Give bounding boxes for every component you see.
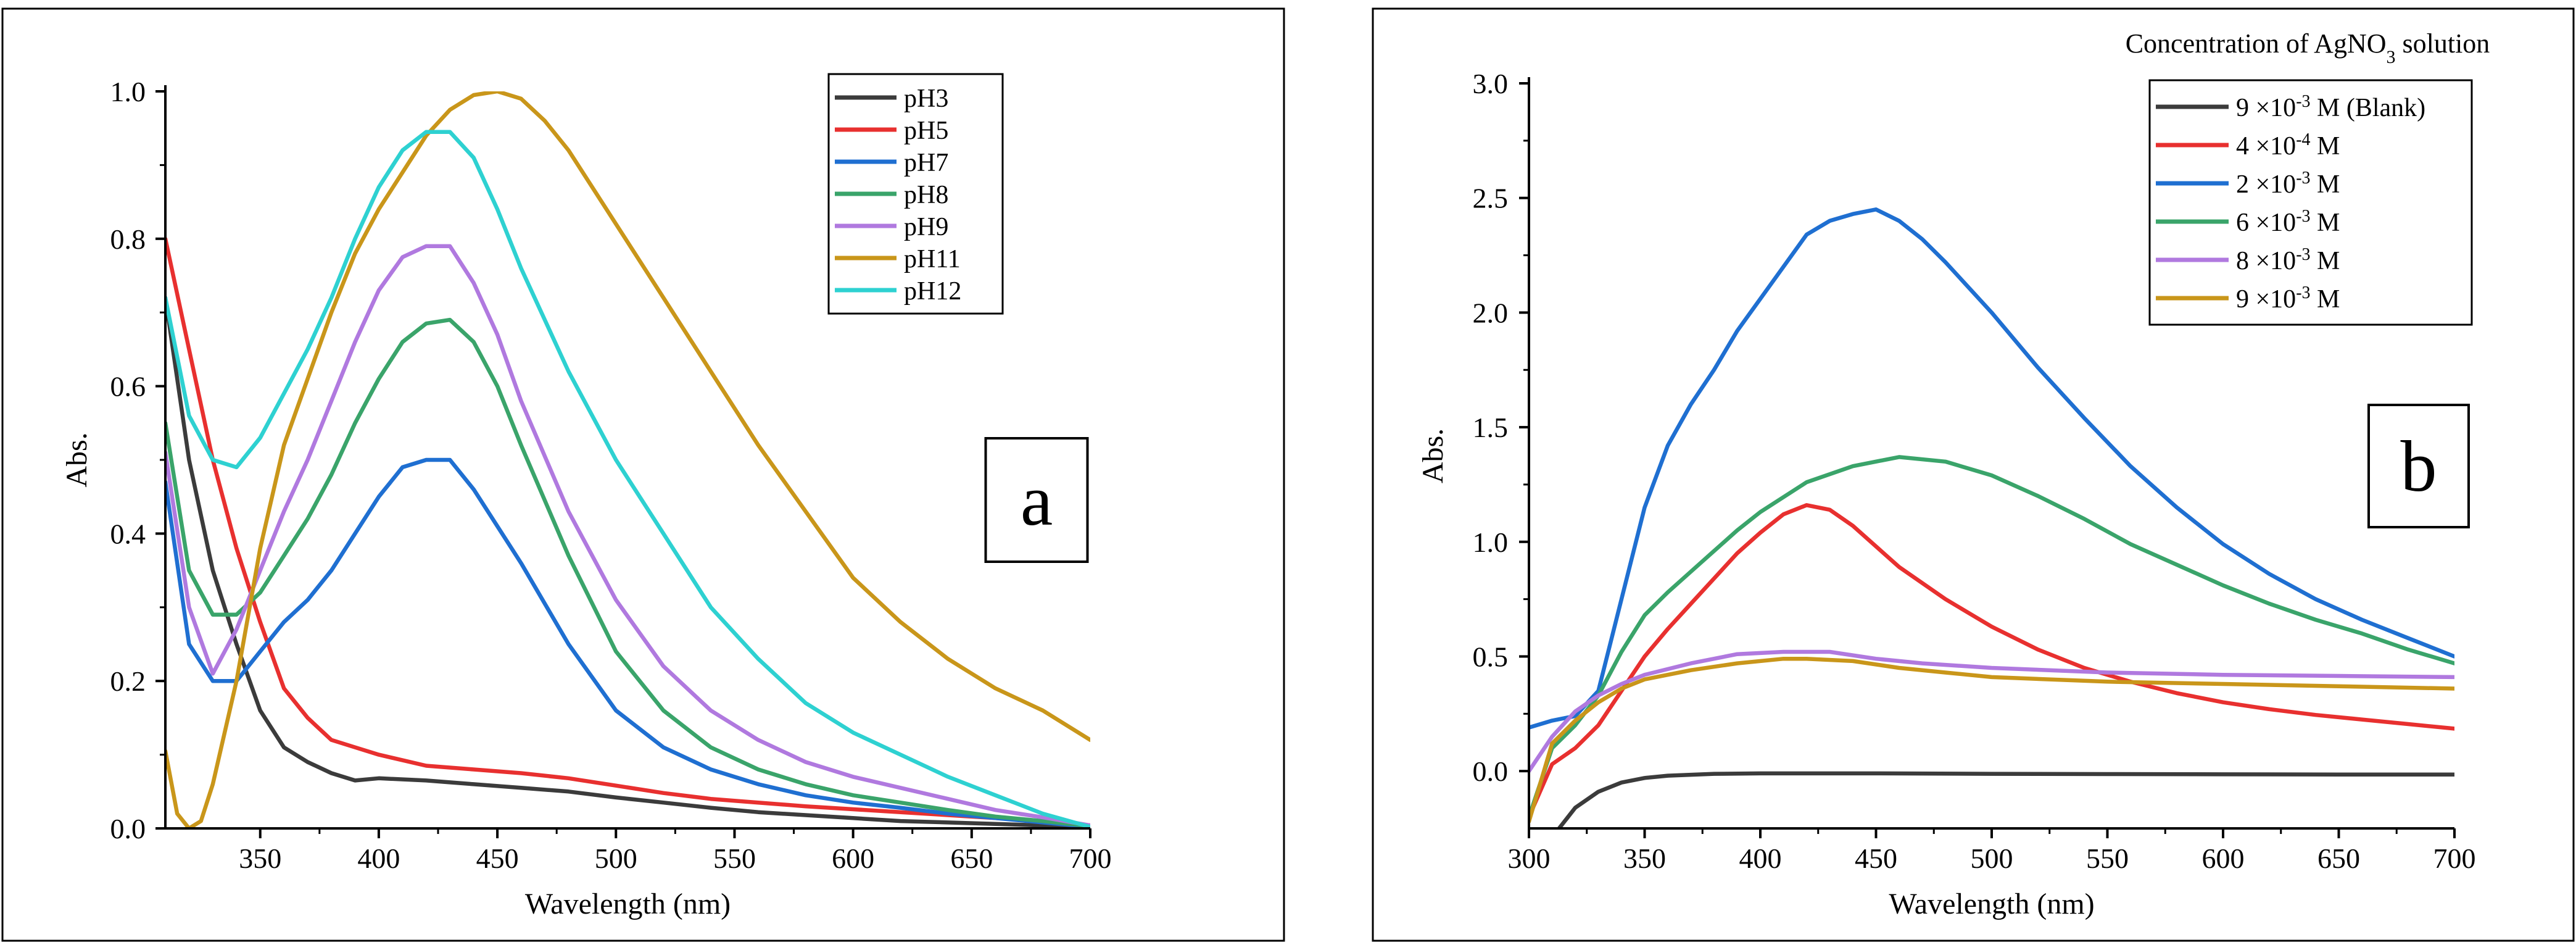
- y-tick-label: 0.0: [110, 813, 146, 844]
- legend-label-suffix: M: [2311, 170, 2340, 199]
- x-tick-label: 450: [476, 843, 519, 874]
- y-tick-label: 2.5: [1473, 183, 1509, 214]
- chart-panel-b: 300 350 400 450 500 550 600 650 700 0.0 0.5 1.0 1.5 2…: [1417, 28, 2490, 920]
- chart-panel-a: 350 400 450 500 550 600 650 700 0.0 0.2 0.4 0.6 0.8 1…: [60, 73, 1112, 920]
- legend-box: [2148, 79, 2473, 326]
- x-tick-label: 550: [2086, 843, 2129, 874]
- panel-label-box: [2367, 404, 2470, 528]
- x-tick-label: 700: [2433, 843, 2476, 874]
- legend-label-exponent: -3: [2296, 283, 2310, 302]
- panel-b-frame: [1372, 7, 2575, 942]
- x-tick-label: 350: [1623, 843, 1666, 874]
- series-line-ph5: [165, 236, 1090, 828]
- y-axis-label: Abs.: [60, 432, 93, 487]
- legend-label-exponent: -3: [2296, 92, 2310, 111]
- y-tick-label: 0.2: [110, 665, 146, 697]
- y-tick-label: 1.5: [1473, 412, 1509, 443]
- panel-label: b: [2401, 426, 2437, 507]
- legend-label-mantissa: 9 ×10: [2236, 94, 2296, 122]
- legend-label: 6 ×10-3 M: [2236, 207, 2340, 238]
- legend-title-subscript: 3: [2387, 47, 2396, 67]
- series-line-9-10-3-m: [1529, 656, 2454, 824]
- x-axis-label: Wavelength (nm): [525, 888, 731, 920]
- series-line-4-10-4-m: [1529, 503, 2454, 819]
- x-tick-label: 500: [595, 843, 637, 874]
- legend-label: 4 ×10-4 M: [2236, 130, 2340, 161]
- y-tick-label: 2.0: [1473, 297, 1509, 328]
- x-tick-label: 350: [239, 843, 281, 874]
- series-line-6-10-3-m: [1529, 455, 2454, 819]
- x-tick-label: 600: [2202, 843, 2245, 874]
- y-tick-label: 3.0: [1473, 68, 1509, 99]
- legend-label: 2 ×10-3 M: [2236, 169, 2340, 199]
- series-line-2-10-3-m: [1529, 207, 2454, 730]
- legend-title-text: Concentration of AgNO: [2126, 28, 2387, 59]
- x-tick-label: 450: [1855, 843, 1897, 874]
- legend-label-mantissa: 6 ×10: [2236, 209, 2296, 237]
- series-line-9-10-3-m-blank-: [1557, 771, 2454, 828]
- panel-a-frame: [1, 7, 1285, 942]
- x-tick-label: 400: [357, 843, 400, 874]
- y-tick-label: 1.0: [110, 76, 146, 107]
- legend-label: 8 ×10-3 M: [2236, 245, 2340, 276]
- legend-label-exponent: -3: [2296, 169, 2310, 188]
- y-tick-label: 0.8: [110, 223, 146, 255]
- legend-label-mantissa: 9 ×10: [2236, 285, 2296, 314]
- y-axis-label: Abs.: [1417, 428, 1449, 483]
- legend-label-suffix: M: [2311, 247, 2340, 275]
- legend-label: pH12: [904, 277, 961, 306]
- y-tick-label: 1.0: [1473, 527, 1509, 558]
- legend-label: pH5: [904, 117, 948, 145]
- legend-label-suffix: M (Blank): [2311, 94, 2426, 122]
- series-line-8-10-3-m: [1529, 649, 2454, 773]
- y-tick-label: 0.5: [1473, 641, 1509, 672]
- y-tick-label: 0.0: [1473, 756, 1509, 787]
- series-line-ph3: [165, 296, 1090, 828]
- legend-title-text: solution: [2396, 28, 2490, 59]
- x-tick-label: 650: [950, 843, 993, 874]
- series-line-ph7: [165, 457, 1090, 828]
- legend-label-exponent: -3: [2296, 207, 2310, 226]
- series-line-ph8: [165, 317, 1090, 828]
- legend-label-exponent: -3: [2296, 245, 2310, 264]
- legend-label: pH7: [904, 149, 948, 177]
- legend-label: pH3: [904, 85, 948, 113]
- series-line-ph9: [165, 244, 1090, 828]
- y-tick-label: 0.6: [110, 371, 146, 402]
- legend-label-suffix: M: [2311, 209, 2340, 237]
- x-tick-label: 600: [832, 843, 874, 874]
- legend-label-exponent: -4: [2296, 130, 2310, 149]
- legend-title: Concentration of AgNO3 solution: [2126, 28, 2490, 67]
- legend-label: 9 ×10-3 M (Blank): [2236, 92, 2425, 123]
- legend-label: pH11: [904, 245, 961, 273]
- legend-label: pH8: [904, 181, 948, 209]
- panel-label-box: [984, 437, 1089, 563]
- y-tick-label: 0.4: [110, 518, 146, 549]
- x-axis-label: Wavelength (nm): [1889, 888, 2094, 920]
- legend-label-mantissa: 2 ×10: [2236, 170, 2296, 199]
- x-tick-label: 550: [713, 843, 756, 874]
- legend-label-mantissa: 4 ×10: [2236, 132, 2296, 160]
- legend-label-mantissa: 8 ×10: [2236, 247, 2296, 275]
- x-tick-label: 400: [1739, 843, 1782, 874]
- x-tick-label: 500: [1971, 843, 2013, 874]
- x-tick-label: 300: [1508, 843, 1551, 874]
- series-line-ph11: [165, 91, 1090, 828]
- series-line-ph12: [165, 130, 1090, 828]
- x-tick-label: 650: [2317, 843, 2360, 874]
- x-tick-label: 700: [1069, 843, 1112, 874]
- legend-label-suffix: M: [2311, 285, 2340, 314]
- panel-label: a: [1021, 460, 1053, 541]
- legend-label: 9 ×10-3 M: [2236, 283, 2340, 314]
- legend-label: pH9: [904, 213, 948, 241]
- legend-label-suffix: M: [2311, 132, 2340, 160]
